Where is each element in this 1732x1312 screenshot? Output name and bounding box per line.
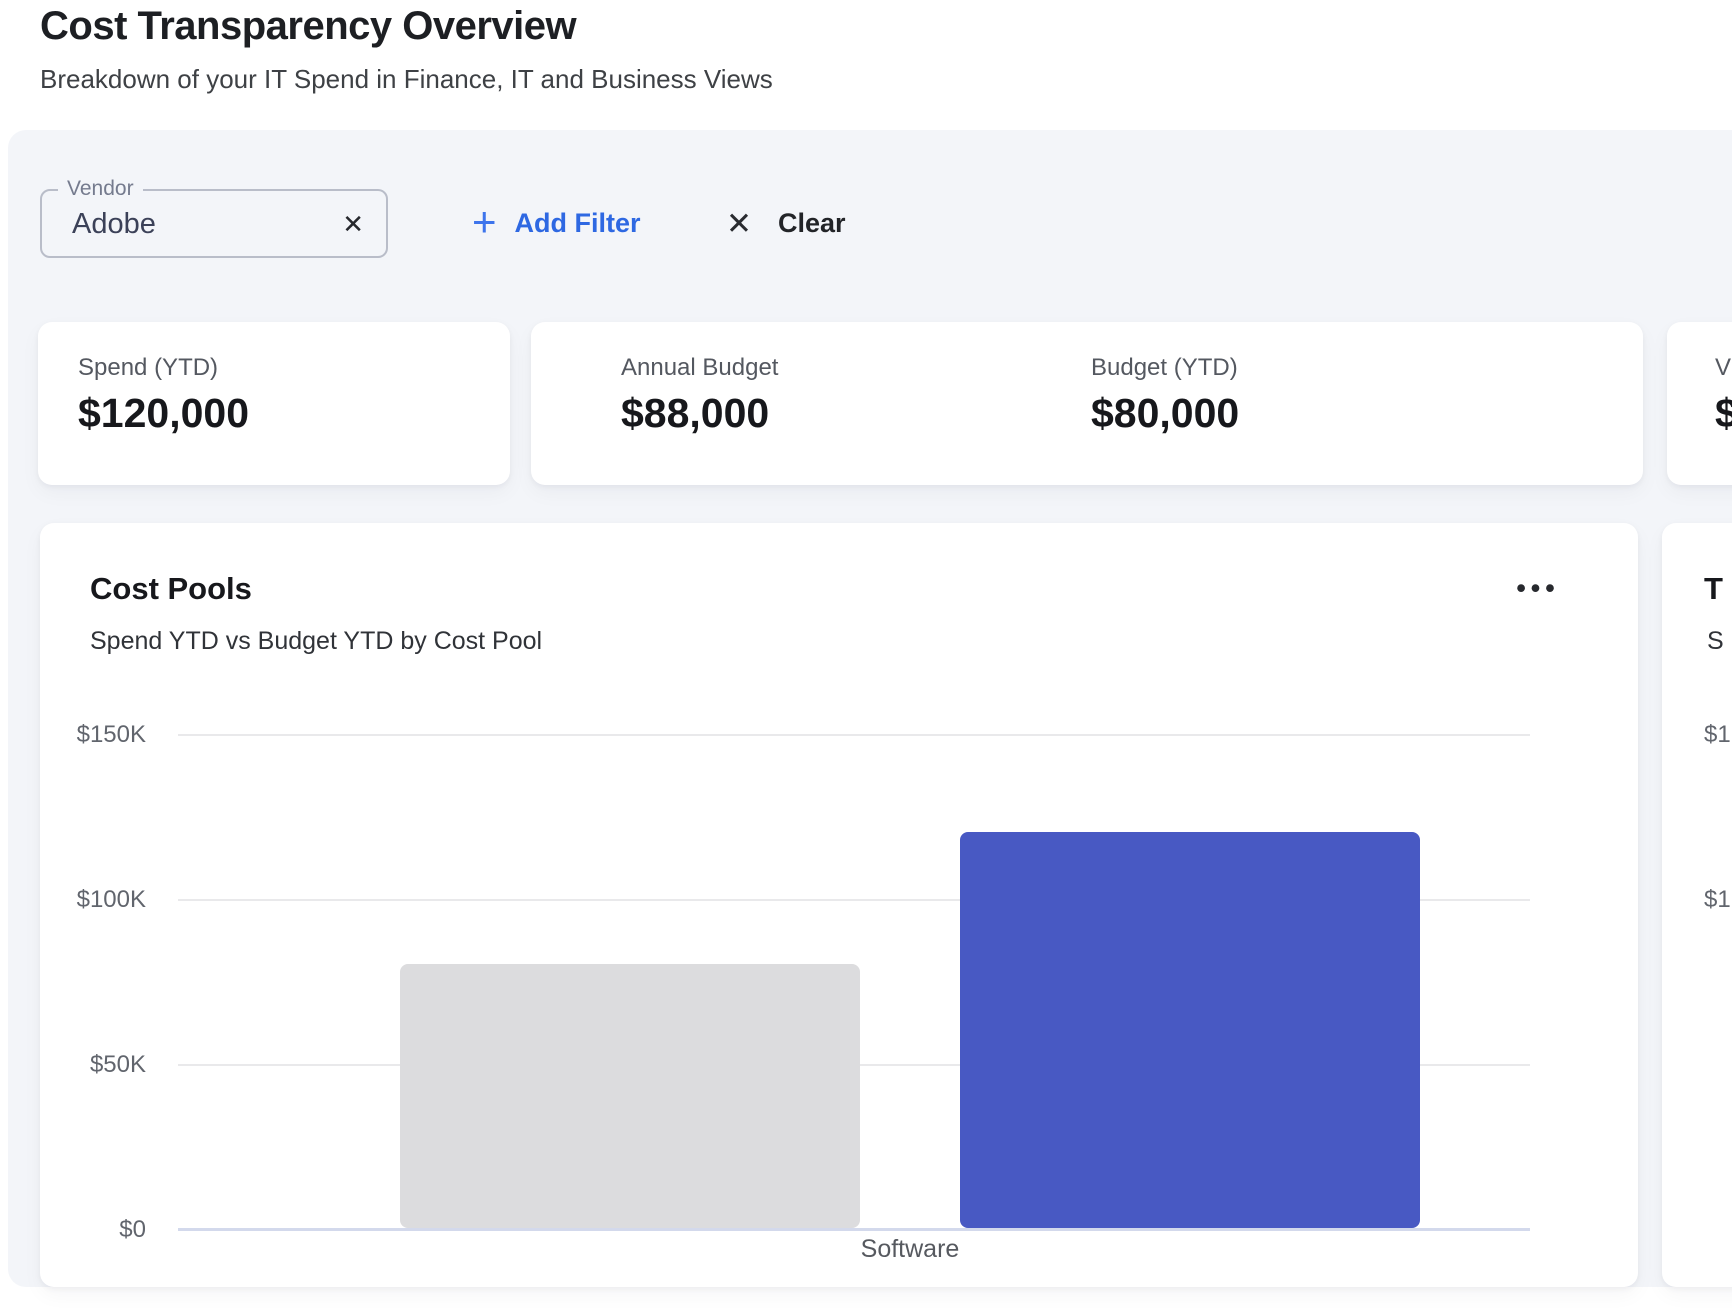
kpi-card-cut: V $ bbox=[1667, 322, 1732, 485]
cut-y-tick-1: $1 bbox=[1704, 721, 1731, 748]
cost-pools-card: Cost Pools Spend YTD vs Budget YTD by Co… bbox=[40, 523, 1638, 1287]
page-subtitle: Breakdown of your IT Spend in Finance, I… bbox=[40, 64, 773, 94]
kpi-card-budget: Annual Budget $88,000 Budget (YTD) $80,0… bbox=[531, 322, 1643, 485]
kpi-value-annual-budget: $88,000 bbox=[621, 390, 770, 436]
kpi-card-spend-ytd: Spend (YTD) $120,000 bbox=[38, 322, 510, 485]
kpi-value-budget-ytd: $80,000 bbox=[1091, 390, 1240, 436]
cut-chart-card: T S $1 $1 bbox=[1662, 523, 1732, 1287]
x-category-label: Software bbox=[860, 1235, 960, 1263]
kpi-label-annual-budget: Annual Budget bbox=[621, 354, 779, 381]
page-title: Cost Transparency Overview bbox=[40, 4, 577, 48]
bar-plot-area bbox=[178, 733, 1530, 1228]
kpi-value-spend-ytd: $120,000 bbox=[78, 390, 250, 436]
cost-pools-title: Cost Pools bbox=[90, 571, 252, 606]
plus-icon: + bbox=[472, 197, 497, 245]
dashboard-panel: Vendor Adobe ✕ + Add Filter ✕ Clear Spen… bbox=[8, 130, 1732, 1287]
gridline-150k bbox=[178, 734, 1530, 736]
kpi-label-budget-ytd: Budget (YTD) bbox=[1091, 354, 1238, 381]
close-icon: ✕ bbox=[726, 206, 752, 241]
cut-y-tick-2: $1 bbox=[1704, 886, 1731, 913]
clear-filters-button[interactable]: ✕ Clear bbox=[726, 189, 846, 258]
y-tick-150k: $150K bbox=[76, 721, 146, 748]
clear-label: Clear bbox=[777, 208, 846, 238]
vendor-filter-label: Vendor bbox=[58, 177, 143, 201]
cost-pools-subtitle: Spend YTD vs Budget YTD by Cost Pool bbox=[90, 627, 543, 655]
kpi-value-cut: $ bbox=[1715, 390, 1732, 436]
kpi-label-cut: V bbox=[1715, 354, 1732, 381]
y-tick-0: $0 bbox=[119, 1216, 146, 1243]
vendor-filter-value: Adobe bbox=[72, 208, 156, 240]
cut-chart-title: T bbox=[1704, 571, 1723, 606]
add-filter-button[interactable]: + Add Filter bbox=[472, 189, 641, 258]
budget-ytd-bar[interactable] bbox=[400, 964, 860, 1228]
kpi-label-spend-ytd: Spend (YTD) bbox=[78, 354, 219, 381]
x-axis-line bbox=[178, 1228, 1530, 1231]
y-tick-50k: $50K bbox=[89, 1051, 146, 1078]
cut-chart-subtitle: S bbox=[1707, 627, 1724, 655]
card-menu-icon[interactable]: ••• bbox=[1502, 567, 1574, 609]
remove-vendor-filter-icon[interactable]: ✕ bbox=[342, 209, 364, 239]
vendor-filter-chip[interactable]: Vendor Adobe ✕ bbox=[40, 177, 388, 258]
gridline-100k bbox=[178, 899, 1530, 901]
add-filter-label: Add Filter bbox=[514, 208, 641, 238]
spend-ytd-bar[interactable] bbox=[960, 832, 1420, 1228]
y-tick-100k: $100K bbox=[76, 886, 146, 913]
